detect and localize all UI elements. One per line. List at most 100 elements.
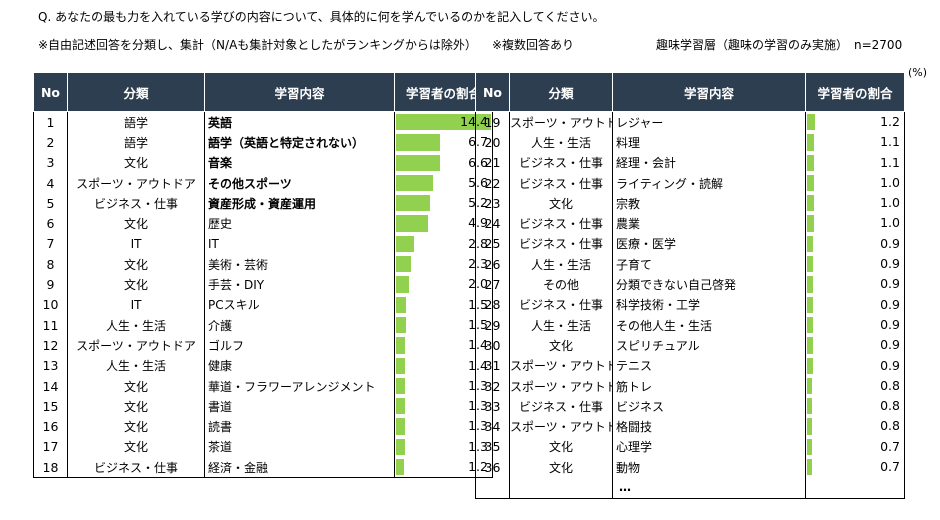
rank-number: 8	[33, 254, 68, 275]
share-value: 0.9	[880, 235, 900, 251]
share-value: 0.9	[880, 357, 900, 373]
category-cell: 文化	[509, 193, 613, 214]
share-bar	[807, 195, 814, 212]
share-value: 0.9	[880, 316, 900, 332]
table-row: 9 文化 手芸・DIY 2.0	[33, 274, 493, 295]
table-row: 25 ビジネス・仕事 医療・医学 0.9	[475, 233, 905, 255]
content-cell: 資産形成・資産運用	[204, 193, 395, 214]
share-bar	[396, 276, 410, 293]
category-cell: ビジネス・仕事	[67, 193, 205, 214]
table-row: 27 その他 分類できない自己啓発 0.9	[475, 274, 905, 295]
method-note: ※自由記述回答を分類し、集計（N/Aも集計対象としたがランキングからは除外）	[38, 38, 477, 52]
category-cell: スポーツ・アウトドア	[509, 416, 613, 437]
share-bar	[396, 134, 441, 151]
category-cell: スポーツ・アウトドア	[67, 172, 205, 194]
share-cell: 1.1	[805, 152, 905, 173]
category-cell: スポーツ・アウトドア	[509, 375, 613, 397]
share-cell: 1.0	[805, 172, 905, 194]
header-no: No	[33, 72, 68, 112]
header-category: 分類	[509, 72, 613, 112]
content-cell: 音楽	[204, 152, 395, 173]
content-cell: 介護	[204, 314, 395, 336]
share-value: 0.9	[880, 256, 900, 272]
share-bar	[396, 398, 405, 415]
rank-number: 5	[33, 193, 68, 214]
share-bar	[396, 459, 404, 476]
question-text: Q. あなたの最も力を入れている学びの内容について、具体的に何を学んでいるのかを…	[38, 10, 605, 24]
table-row: 20 人生・生活 料理 1.1	[475, 132, 905, 153]
share-value: 1.0	[880, 215, 900, 231]
rank-number: 36	[475, 457, 510, 478]
rank-number: 13	[33, 355, 68, 376]
table-row: 11 人生・生活 介護 1.5	[33, 314, 493, 336]
share-cell: 14.4	[394, 111, 493, 133]
rank-number: 20	[475, 132, 510, 153]
category-cell: 人生・生活	[67, 314, 205, 336]
content-cell: 科学技術・工学	[612, 294, 806, 315]
rank-number: 30	[475, 335, 510, 356]
share-cell: 1.0	[805, 213, 905, 234]
share-cell: 1.0	[805, 193, 905, 214]
content-cell: 経理・会計	[612, 152, 806, 173]
share-cell: 0.9	[805, 274, 905, 295]
table-row: 10 IT PCスキル 1.5	[33, 294, 493, 315]
content-cell: ビジネス	[612, 396, 806, 417]
content-cell: 子育て	[612, 254, 806, 275]
table-row: 6 文化 歴史 4.9	[33, 213, 493, 234]
share-value: 0.8	[880, 418, 900, 434]
share-bar	[807, 398, 813, 415]
share-cell	[805, 477, 905, 499]
rank-number: 28	[475, 294, 510, 315]
share-bar	[807, 154, 815, 171]
category-cell: ビジネス・仕事	[509, 213, 613, 234]
share-cell: 1.2	[805, 111, 905, 133]
share-bar	[807, 134, 815, 151]
content-cell: 英語	[204, 111, 395, 133]
content-cell: 華道・フラワーアレンジメント	[204, 375, 395, 397]
category-cell: ビジネス・仕事	[509, 152, 613, 173]
table-row: 7 IT IT 2.8	[33, 233, 493, 255]
header-share: 学習者の割合	[805, 72, 905, 112]
content-cell: テニス	[612, 355, 806, 376]
content-cell: レジャー	[612, 111, 806, 133]
content-cell: 歴史	[204, 213, 395, 234]
multiple-answer-note: ※複数回答あり	[492, 38, 575, 52]
rank-number: 11	[33, 314, 68, 336]
category-cell: 文化	[509, 457, 613, 478]
category-cell: スポーツ・アウトドア	[509, 111, 613, 133]
category-cell: 語学	[67, 111, 205, 133]
share-value: 0.9	[880, 337, 900, 353]
table-row: 14 文化 華道・フラワーアレンジメント 1.3	[33, 375, 493, 397]
share-bar	[396, 438, 405, 456]
content-cell: 読書	[204, 416, 395, 437]
share-bar	[396, 174, 433, 192]
share-bar	[807, 316, 813, 334]
table-row: 2 語学 語学（英語と特定されない） 6.7	[33, 132, 493, 153]
rank-number: 10	[33, 294, 68, 315]
table-row: 28 ビジネス・仕事 科学技術・工学 0.9	[475, 294, 905, 315]
header-content: 学習内容	[612, 72, 806, 112]
content-cell: PCスキル	[204, 294, 395, 315]
table-row: 12 スポーツ・アウトドア ゴルフ 1.4	[33, 335, 493, 356]
share-bar	[807, 215, 814, 232]
continuation-mark: …	[612, 477, 806, 499]
category-cell: 文化	[67, 396, 205, 417]
content-cell: 格闘技	[612, 416, 806, 437]
category-cell: 文化	[67, 213, 205, 234]
table-header-row: No 分類 学習内容 学習者の割合	[475, 72, 905, 112]
rank-number: 21	[475, 152, 510, 173]
rank-number: 33	[475, 396, 510, 417]
header-no: No	[475, 72, 510, 112]
share-value: 0.7	[880, 438, 900, 454]
category-cell	[509, 477, 613, 499]
share-bar	[807, 256, 813, 273]
content-cell: 農業	[612, 213, 806, 234]
rank-number	[475, 477, 510, 499]
rank-number: 27	[475, 274, 510, 295]
share-bar	[396, 235, 415, 253]
content-cell: 経済・金融	[204, 457, 395, 479]
category-cell: ビジネス・仕事	[509, 233, 613, 255]
share-cell: 0.9	[805, 314, 905, 336]
table-row: 8 文化 美術・芸術 2.3	[33, 254, 493, 275]
